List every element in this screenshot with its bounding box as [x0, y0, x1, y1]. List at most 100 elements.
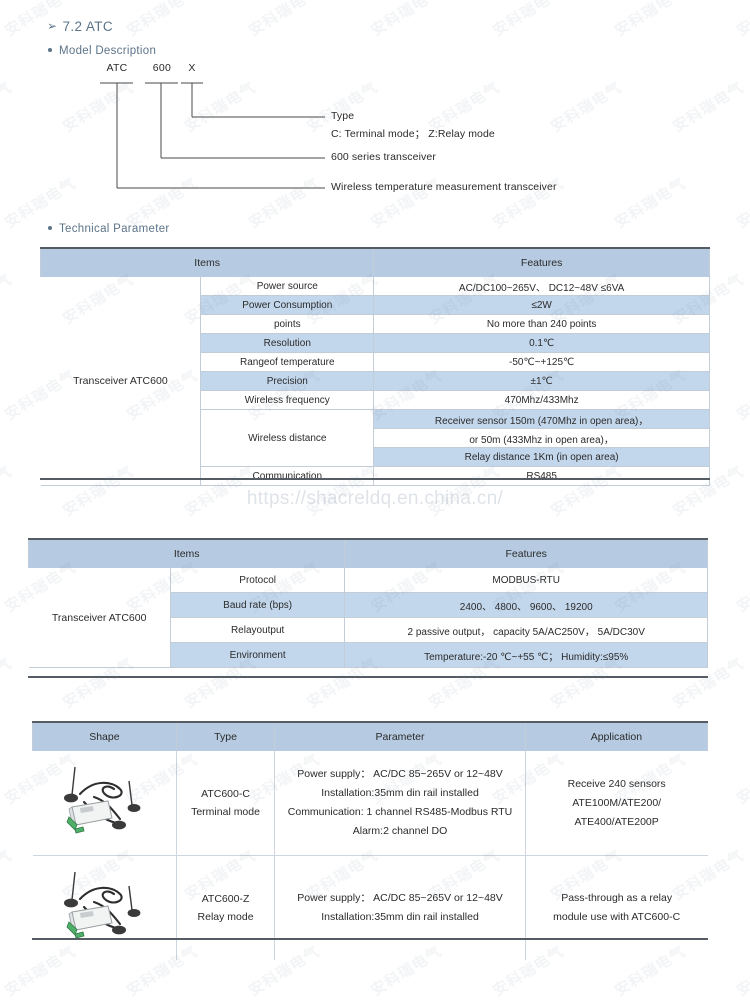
- heading-technical-parameter-text: Technical Parameter: [59, 223, 170, 235]
- watermark-text: 安科瑞电气: [123, 0, 201, 40]
- watermark-text: 安科瑞电气: [0, 654, 15, 712]
- arrow-icon: ➢: [47, 19, 58, 33]
- table1-item-communication: Communication: [200, 466, 375, 486]
- table1-feature-wd-0: Receiver sensor 150m (470Mhz in open are…: [373, 409, 710, 429]
- table3-type-0-line1: ATC600-C: [201, 788, 250, 800]
- page-title-text: 7.2 ATC: [62, 19, 114, 34]
- table1-feature-5: ±1℃: [373, 371, 710, 391]
- model-diagram-lines: [100, 82, 325, 189]
- table2-feature-0: MODBUS-RTU: [344, 567, 708, 593]
- table-header-row: Shape Type Parameter Application: [32, 723, 709, 751]
- table3-parameter-0-line0: Power supply： AC/DC 85~265V or 12~48V: [297, 768, 503, 780]
- atc600-z-module-photo: [64, 871, 141, 939]
- table-row: Wireless frequency 470Mhz/433Mhz: [41, 390, 710, 410]
- table3-application-0-line1: ATE100M/ATE200/: [572, 796, 662, 809]
- table3-parameter-1-line1: Installation:35mm din rail installed: [321, 911, 479, 923]
- table1-feature-2: No more than 240 points: [373, 314, 710, 334]
- table3-bottom-rule: [32, 938, 708, 940]
- table2-item-0: Protocol: [169, 567, 346, 593]
- heading-model-description: Model Description: [48, 45, 156, 57]
- table-row: Wireless distance Receiver sensor 150m (…: [41, 409, 710, 467]
- table1-item-3: Resolution: [200, 333, 375, 353]
- table2-row-label: Transceiver ATC600: [28, 567, 171, 668]
- table3-application-0: Receive 240 sensors ATE100M/ATE200/ ATE4…: [524, 750, 708, 856]
- table3-shape-1: [32, 855, 177, 960]
- table3-parameter-0-line2: Communication: 1 channel RS485-Modbus RT…: [287, 806, 513, 818]
- watermark-text: 安科瑞电气: [733, 750, 750, 808]
- table2-feature-3: Temperature:-20 ℃~+55 ℃； Humidity:≤95%: [344, 642, 708, 668]
- table1-feature-6: 470Mhz/433Mhz: [373, 390, 710, 410]
- table3-parameter-1-line0: Power supply： AC/DC 85~265V or 12~48V: [297, 892, 503, 904]
- watermark-text: 安科瑞电气: [489, 0, 567, 40]
- table-row: ATC600-C Terminal mode Power supply： AC/…: [32, 750, 708, 856]
- table1-item-0: Power source: [200, 276, 375, 296]
- watermark-text: 安科瑞电气: [367, 0, 445, 40]
- table2-feature-2: 2 passive output， capacity 5A/AC250V， 5A…: [344, 617, 708, 643]
- table1-item-1: Power Consumption: [200, 295, 375, 315]
- watermark-text: 安科瑞电气: [611, 0, 689, 40]
- watermark-text: 安科瑞电气: [733, 942, 750, 1000]
- table1-bottom-rule: [40, 478, 710, 480]
- table-row: Resolution 0.1℃: [41, 333, 710, 353]
- table-row: Transceiver ATC600 Power source AC/DC100…: [40, 276, 710, 486]
- table1-feature-wd-2: Relay distance 1Km (in open area): [373, 447, 710, 467]
- table1-feature-3: 0.1℃: [373, 333, 710, 353]
- table1-feature-0: AC/DC100~265V、 DC12~48V ≤6VA: [373, 276, 710, 296]
- table2-top-rule: [28, 538, 708, 540]
- table1-item-wireless-distance: Wireless distance: [200, 409, 375, 467]
- model-segment-type: X: [188, 62, 196, 74]
- watermark-text: 安科瑞电气: [0, 270, 15, 328]
- model-segment-series: 600: [152, 62, 172, 74]
- table3-top-rule: [32, 721, 708, 723]
- heading-technical-parameter: Technical Parameter: [48, 223, 170, 235]
- table3-parameter-0-line1: Installation:35mm din rail installed: [321, 787, 479, 799]
- table3-application-1-line1: module use with ATC600-C: [553, 911, 681, 923]
- table2-item-2: Relayoutput: [169, 617, 346, 643]
- watermark-text: 安科瑞电气: [0, 462, 15, 520]
- watermark-text: 安科瑞电气: [733, 558, 750, 616]
- table-row: Relayoutput 2 passive output， capacity 5…: [29, 617, 708, 643]
- table1-item-5: Precision: [200, 371, 375, 391]
- model-code-diagram: ATC 600 X Type C: Terminal mode； Z:Relay…: [0, 60, 750, 205]
- table-row: Power Consumption ≤2W: [41, 295, 710, 315]
- page-title: ➢ 7.2 ATC: [47, 19, 113, 34]
- table-row: Environment Temperature:-20 ℃~+55 ℃； Hum…: [29, 642, 708, 668]
- heading-model-description-text: Model Description: [59, 45, 157, 57]
- table1-header-features: Features: [373, 249, 710, 277]
- table3-header-application: Application: [524, 723, 709, 751]
- table-header-row: Items Features: [39, 249, 710, 277]
- table3-application-0-line2: ATE400/ATE200P: [574, 815, 659, 828]
- table1-feature-4: -50℃~+125℃: [373, 352, 710, 372]
- table1-item-2: points: [200, 314, 375, 334]
- model-label-type-detail: C: Terminal mode； Z:Relay mode: [331, 128, 495, 140]
- table3-parameter-0-line3: Alarm:2 channel DO: [352, 825, 448, 837]
- table3-header-parameter: Parameter: [274, 723, 526, 751]
- table3-shape-0: [32, 750, 177, 856]
- model-label-type: Type: [331, 110, 355, 122]
- table1-header-items: Items: [39, 249, 375, 277]
- watermark-url: https://shacreldq.en.china.cn/: [246, 488, 504, 509]
- table-row: Communication RS485: [41, 466, 710, 486]
- table-row: Precision ±1℃: [41, 371, 710, 391]
- table3-header-type: Type: [175, 723, 276, 751]
- table-row: Relay distance 1Km (in open area): [41, 447, 710, 467]
- table-row: or 50m (433Mhz in open area)，: [41, 428, 710, 448]
- table2-header-features: Features: [344, 540, 708, 568]
- table3-parameter-0: Power supply： AC/DC 85~265V or 12~48V In…: [274, 750, 526, 856]
- technical-parameter-table-1: Items Features Transceiver ATC600 Power …: [39, 249, 710, 486]
- watermark-text: 安科瑞电气: [0, 846, 15, 904]
- bullet-icon: [48, 226, 52, 230]
- table1-item-4: Rangeof temperature: [200, 352, 375, 372]
- table1-item-6: Wireless frequency: [200, 390, 375, 410]
- table3-type-0-line2: Terminal mode: [191, 806, 260, 818]
- table2-header-items: Items: [27, 540, 346, 568]
- table3-application-0-line0: Receive 240 sensors: [567, 777, 666, 790]
- model-label-series: 600 series transceiver: [331, 151, 436, 163]
- table3-parameter-1: Power supply： AC/DC 85~265V or 12~48V In…: [274, 855, 526, 960]
- table-header-row: Items Features: [27, 540, 708, 568]
- table1-feature-wd-1: or 50m (433Mhz in open area)，: [373, 428, 710, 448]
- table-row: ATC600-Z Relay mode Power supply： AC/DC …: [32, 855, 708, 960]
- watermark-text: 安科瑞电气: [245, 0, 323, 40]
- table1-top-rule: [40, 247, 710, 249]
- bullet-icon: [48, 48, 52, 52]
